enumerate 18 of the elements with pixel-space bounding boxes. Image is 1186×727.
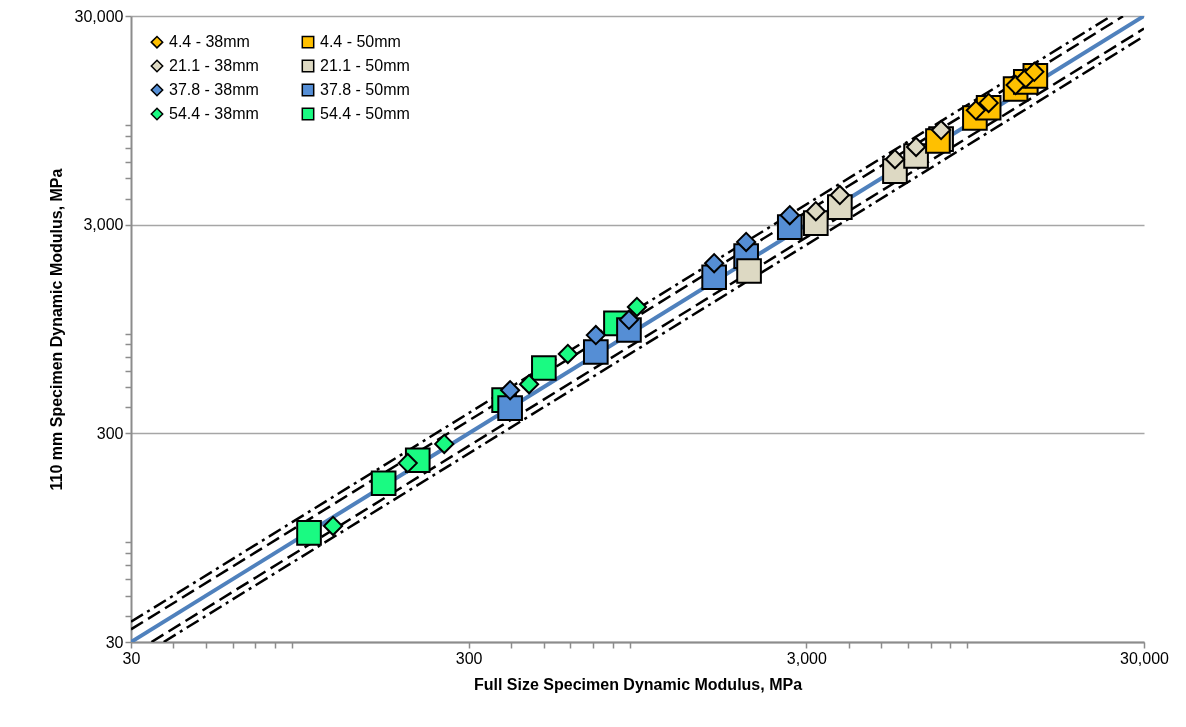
legend-label: 54.4 - 50mm (320, 105, 410, 122)
y-tick-label: 300 (96, 424, 124, 442)
x-tick-label: 30 (122, 649, 141, 667)
legend-label: 21.1 - 50mm (320, 57, 410, 74)
y-tick-label: 30 (105, 633, 124, 651)
x-tick-label: 3,000 (786, 649, 827, 667)
legend-label: 54.4 - 38mm (169, 105, 259, 122)
legend-label: 21.1 - 38mm (169, 57, 259, 74)
x-axis-title: Full Size Specimen Dynamic Modulus, MPa (473, 675, 803, 693)
legend-label: 37.8 - 38mm (169, 81, 259, 98)
y-tick-label: 30,000 (74, 7, 124, 25)
x-tick-label: 30,000 (1120, 649, 1170, 667)
y-axis-title: 110 mm Specimen Dynamic Modulus, MPa (47, 168, 65, 491)
x-tick-label: 300 (455, 649, 483, 667)
legend-label: 4.4 - 38mm (169, 33, 250, 51)
legend-label: 37.8 - 50mm (320, 81, 410, 98)
y-tick-label: 3,000 (83, 216, 124, 234)
legend-label: 4.4 - 50mm (320, 33, 401, 51)
